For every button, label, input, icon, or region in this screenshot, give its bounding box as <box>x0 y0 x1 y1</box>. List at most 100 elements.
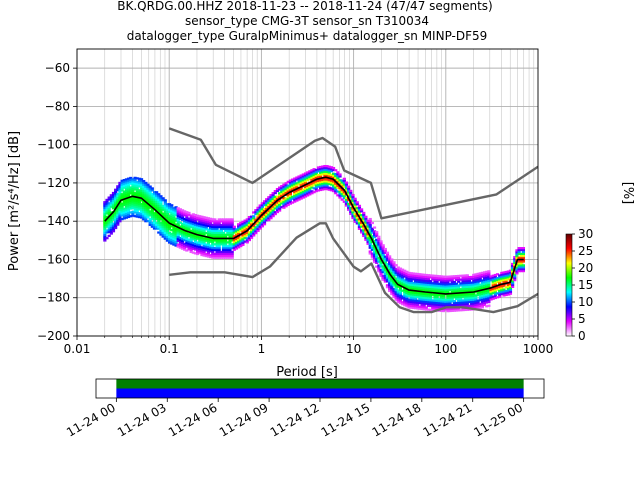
density-cell <box>463 293 467 296</box>
density-cell <box>489 290 493 293</box>
density-cell <box>170 225 174 228</box>
density-cell <box>355 203 359 206</box>
density-cell <box>103 229 107 233</box>
density-cell <box>465 274 469 277</box>
density-cell <box>109 230 113 233</box>
density-cell <box>142 201 146 204</box>
density-cell <box>467 276 472 279</box>
density-cell <box>122 190 126 193</box>
density-cell <box>476 272 480 275</box>
density-cell <box>107 207 111 211</box>
density-cell <box>515 272 519 275</box>
density-cell <box>482 299 487 303</box>
density-cell <box>351 195 355 199</box>
density-cell <box>107 225 111 228</box>
density-cell <box>398 286 403 289</box>
density-cell <box>327 171 331 174</box>
density-cell <box>150 193 154 196</box>
density-cell <box>260 219 264 222</box>
density-cell <box>394 264 398 267</box>
density-cell <box>409 306 413 309</box>
density-cell <box>299 193 303 196</box>
density-cell <box>441 285 446 288</box>
density-cell <box>327 175 331 178</box>
density-cell <box>306 194 310 197</box>
density-cell <box>120 212 124 215</box>
density-cell <box>116 194 120 198</box>
density-cell <box>137 183 141 186</box>
density-cell <box>256 229 260 232</box>
density-cell <box>159 231 163 234</box>
density-cell <box>265 219 269 222</box>
density-cell <box>349 191 353 194</box>
density-cell <box>467 281 472 284</box>
density-cell <box>347 195 351 198</box>
density-cell <box>232 239 236 242</box>
density-cell <box>131 206 135 210</box>
density-cell <box>275 195 280 198</box>
density-cell <box>478 306 482 309</box>
density-cell <box>390 289 394 292</box>
density-cell <box>433 307 437 310</box>
density-cell <box>515 256 519 260</box>
density-cell <box>476 278 480 281</box>
density-cell <box>146 204 150 207</box>
density-cell <box>230 252 234 255</box>
density-cell <box>323 174 327 177</box>
density-cell <box>476 274 480 277</box>
density-cell <box>482 292 487 295</box>
density-cell <box>241 239 245 243</box>
density-cell <box>217 235 221 238</box>
density-cell <box>271 199 275 202</box>
density-cell <box>433 286 437 289</box>
density-cell <box>187 240 191 243</box>
density-cell <box>416 293 420 297</box>
density-cell <box>189 239 193 242</box>
density-cell <box>206 228 211 231</box>
density-cell <box>165 233 170 237</box>
density-cell <box>452 284 456 287</box>
density-cell <box>170 242 174 245</box>
density-cell <box>254 226 258 229</box>
density-cell <box>375 238 379 241</box>
density-cell <box>396 281 400 284</box>
density-cell <box>495 288 500 291</box>
density-cell <box>493 273 497 277</box>
density-cell <box>297 181 301 184</box>
density-cell <box>114 202 118 205</box>
density-cell <box>163 203 167 206</box>
density-cell <box>114 198 118 201</box>
density-cell <box>463 305 467 308</box>
density-cell <box>265 207 269 210</box>
density-cell <box>482 296 487 299</box>
y-tick-label: −60 <box>45 61 70 75</box>
density-cell <box>521 264 526 267</box>
density-cell <box>114 226 118 230</box>
density-cell <box>450 298 454 301</box>
density-cell <box>316 175 321 179</box>
density-cell <box>249 215 254 218</box>
density-cell <box>284 197 288 200</box>
density-cell <box>191 220 195 224</box>
density-cell <box>448 294 452 297</box>
density-cell <box>416 282 420 285</box>
density-cell <box>217 222 221 225</box>
density-cell <box>126 200 131 203</box>
density-cell <box>109 215 113 218</box>
density-cell <box>344 187 349 190</box>
density-cell <box>519 247 523 250</box>
density-cell <box>498 289 502 292</box>
density-cell <box>400 301 405 304</box>
density-cell <box>409 291 413 294</box>
density-cell <box>161 229 165 232</box>
density-cell <box>295 184 299 187</box>
density-cell <box>381 257 385 260</box>
density-cell <box>409 283 413 286</box>
density-cell <box>157 200 161 204</box>
y-tick-label: −200 <box>37 329 70 343</box>
density-cell <box>465 304 469 308</box>
density-cell <box>219 239 223 242</box>
density-cell <box>217 233 221 236</box>
density-cell <box>409 285 413 288</box>
density-cell <box>398 298 403 301</box>
